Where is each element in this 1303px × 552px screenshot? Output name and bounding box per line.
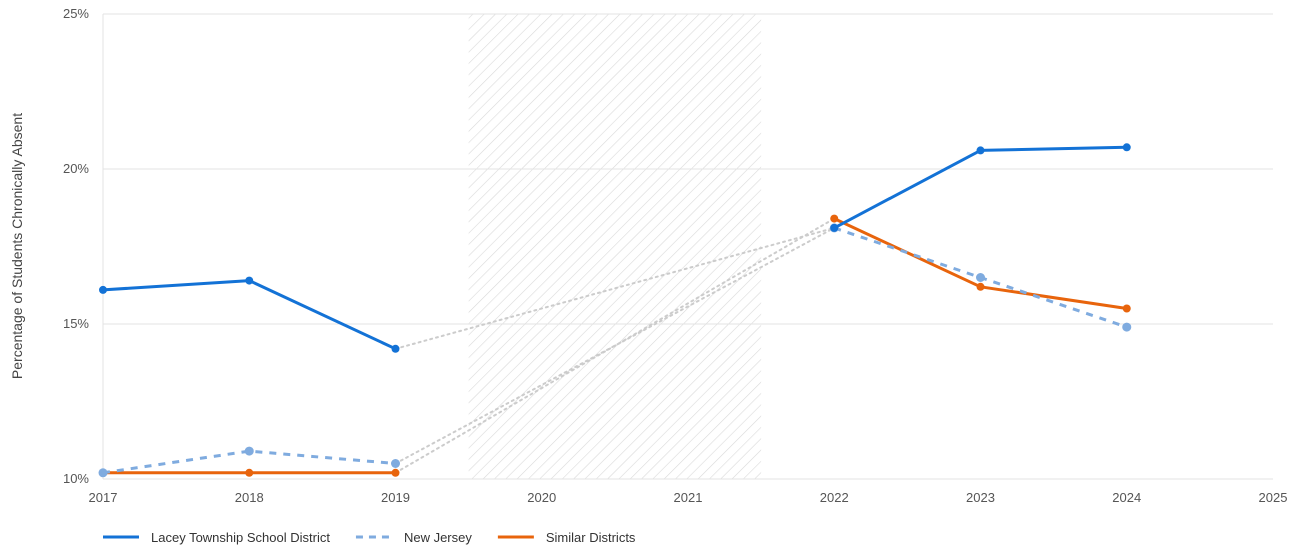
data-point (1122, 322, 1132, 332)
x-tick-label: 2021 (674, 490, 703, 505)
data-point (391, 459, 400, 468)
data-point (830, 223, 839, 232)
y-axis-label: Percentage of Students Chronically Absen… (9, 113, 25, 379)
data-point (976, 273, 985, 282)
x-tick-label: 2019 (381, 490, 410, 505)
y-tick-label: 25% (63, 6, 89, 21)
data-point (391, 468, 400, 477)
legend-label: Similar Districts (546, 530, 636, 545)
x-tick-label: 2025 (1259, 490, 1288, 505)
legend-item[interactable]: Similar Districts (497, 530, 636, 545)
x-tick-label: 2017 (89, 490, 118, 505)
data-point (976, 146, 985, 155)
data-point (976, 282, 985, 291)
data-gap-shading (468, 14, 762, 479)
data-point (245, 276, 254, 285)
data-point (99, 285, 107, 294)
data-point (245, 468, 254, 477)
x-tick-label: 2022 (820, 490, 849, 505)
data-point (98, 468, 108, 478)
y-tick-label: 10% (63, 471, 89, 486)
legend-label: Lacey Township School District (151, 530, 330, 545)
legend-label: New Jersey (404, 530, 472, 545)
gap-connector-line (394, 217, 836, 474)
series-line (832, 217, 1129, 310)
legend-item[interactable]: Lacey Township School District (103, 530, 330, 545)
series-line (832, 145, 1129, 230)
data-point (1122, 143, 1131, 152)
data-point (1122, 304, 1131, 313)
x-tick-label: 2023 (966, 490, 995, 505)
data-point (830, 214, 839, 223)
legend-item[interactable]: New Jersey (355, 530, 472, 545)
y-tick-label: 20% (63, 161, 89, 176)
x-tick-label: 2024 (1112, 490, 1141, 505)
data-point (244, 446, 254, 456)
y-tick-label: 15% (63, 316, 89, 331)
gap-connector-line (394, 226, 836, 465)
series-line (101, 279, 397, 351)
data-point (391, 344, 400, 353)
x-tick-label: 2018 (235, 490, 264, 505)
gap-connector-line (394, 226, 836, 350)
x-tick-label: 2020 (527, 490, 556, 505)
